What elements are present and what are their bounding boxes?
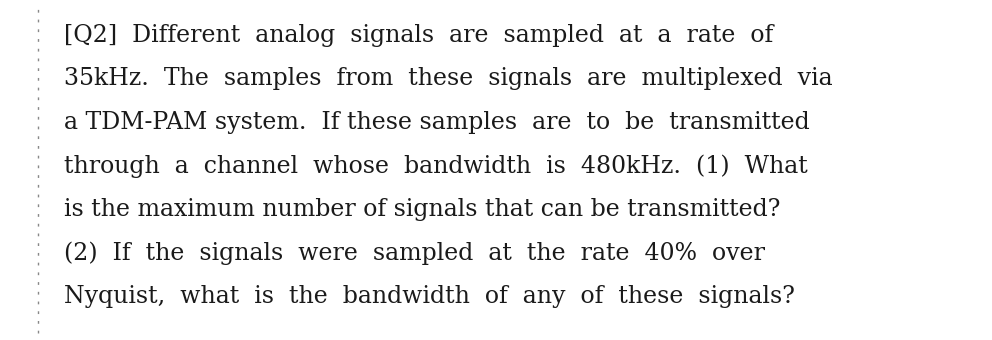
Text: is the maximum number of signals that can be transmitted?: is the maximum number of signals that ca… <box>64 198 781 221</box>
Text: 35kHz.  The  samples  from  these  signals  are  multiplexed  via: 35kHz. The samples from these signals ar… <box>64 67 833 90</box>
Text: [Q2]  Different  analog  signals  are  sampled  at  a  rate  of: [Q2] Different analog signals are sample… <box>64 24 774 47</box>
Text: Nyquist,  what  is  the  bandwidth  of  any  of  these  signals?: Nyquist, what is the bandwidth of any of… <box>64 285 796 308</box>
Text: through  a  channel  whose  bandwidth  is  480kHz.  (1)  What: through a channel whose bandwidth is 480… <box>64 154 808 178</box>
Text: a TDM-PAM system.  If these samples  are  to  be  transmitted: a TDM-PAM system. If these samples are t… <box>64 111 810 134</box>
Text: (2)  If  the  signals  were  sampled  at  the  rate  40%  over: (2) If the signals were sampled at the r… <box>64 241 766 265</box>
